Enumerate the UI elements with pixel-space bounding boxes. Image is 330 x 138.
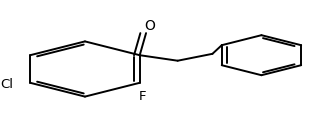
Text: Cl: Cl [0, 78, 13, 91]
Text: F: F [139, 90, 147, 103]
Text: O: O [144, 19, 155, 33]
